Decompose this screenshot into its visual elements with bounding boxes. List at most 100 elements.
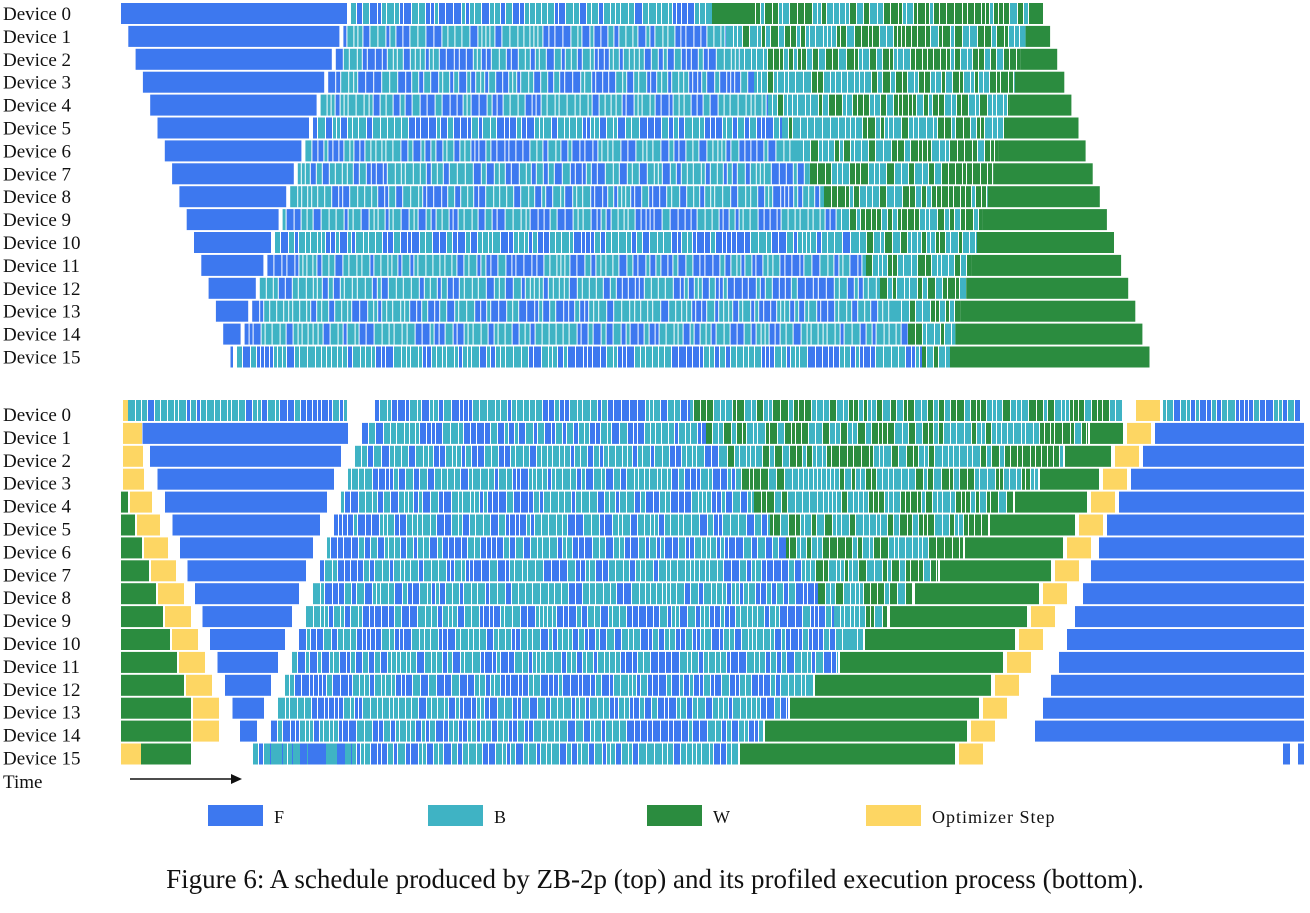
forward-backward-stripe xyxy=(519,300,527,322)
backward-weight-stripe xyxy=(883,71,890,93)
forward-backward-stripe xyxy=(460,697,463,719)
backward-weight-stripe xyxy=(968,48,972,70)
forward-stripe xyxy=(295,400,300,421)
backward-weight-stripe xyxy=(911,48,915,70)
forward-backward-stripe xyxy=(394,697,398,719)
forward-backward-stripe xyxy=(396,720,399,742)
backward-weight-stripe xyxy=(784,94,787,116)
forward-backward-stripe xyxy=(432,651,436,673)
backward-weight-stripe xyxy=(771,25,778,47)
forward-backward-stripe xyxy=(540,491,543,513)
forward-backward-stripe xyxy=(724,300,729,322)
backward-weight-stripe xyxy=(873,186,879,208)
forward-backward-stripe xyxy=(325,186,332,208)
forward-backward-stripe xyxy=(664,232,671,253)
forward-backward-stripe xyxy=(498,323,505,345)
backward-weight-stripe xyxy=(929,445,934,467)
forward-backward-stripe xyxy=(299,232,305,253)
optimizer-step-block xyxy=(172,629,198,650)
forward-backward-stripe xyxy=(385,537,388,559)
forward-backward-stripe xyxy=(557,514,562,536)
forward-backward-stripe xyxy=(266,277,273,299)
forward-backward-stripe xyxy=(818,323,823,345)
forward-backward-stripe xyxy=(375,560,382,582)
forward-backward-stripe xyxy=(333,117,336,139)
forward-backward-stripe xyxy=(353,346,360,368)
backward-weight-stripe xyxy=(1085,400,1091,421)
forward-backward-stripe xyxy=(555,25,563,47)
forward-backward-stripe xyxy=(616,277,622,299)
backward-weight-stripe xyxy=(758,71,761,93)
forward-backward-stripe xyxy=(693,445,696,467)
forward-backward-stripe xyxy=(700,117,704,139)
backward-weight-stripe xyxy=(764,48,767,70)
backward-weight-stripe xyxy=(854,445,861,467)
forward-backward-stripe xyxy=(646,25,650,47)
forward-backward-stripe xyxy=(601,323,606,345)
bottom-device-label: Device 14 xyxy=(3,726,81,747)
leading-weight-block xyxy=(121,651,177,673)
forward-backward-stripe xyxy=(552,422,555,444)
forward-backward-stripe xyxy=(463,491,470,513)
forward-backward-stripe xyxy=(335,300,342,322)
backward-weight-stripe xyxy=(981,117,984,139)
forward-backward-stripe xyxy=(518,48,525,70)
backward-weight-stripe xyxy=(926,254,931,276)
forward-backward-stripe xyxy=(403,186,411,208)
backward-weight-stripe xyxy=(1010,468,1016,490)
backward-weight-stripe xyxy=(789,71,795,93)
forward-backward-stripe xyxy=(407,346,410,368)
forward-backward-stripe xyxy=(510,514,515,536)
forward-backward-stripe xyxy=(585,254,591,276)
forward-backward-stripe xyxy=(470,514,475,536)
backward-weight-stripe xyxy=(973,140,977,162)
forward-backward-stripe xyxy=(447,300,455,322)
forward-backward-stripe xyxy=(682,3,687,24)
backward-weight-stripe xyxy=(798,94,805,116)
backward-weight-stripe xyxy=(840,468,844,490)
forward-backward-stripe xyxy=(710,94,718,116)
backward-weight-stripe xyxy=(950,140,957,162)
forward-backward-stripe xyxy=(406,743,410,765)
forward-backward-stripe xyxy=(723,209,729,231)
backward-weight-stripe xyxy=(885,583,889,605)
forward-backward-stripe xyxy=(305,140,312,162)
backward-weight-stripe xyxy=(932,254,937,276)
forward-backward-stripe xyxy=(453,232,457,253)
backward-weight-stripe xyxy=(909,94,912,116)
forward-backward-stripe xyxy=(601,422,607,444)
forward-backward-stripe xyxy=(600,629,606,650)
backward-weight-stripe xyxy=(866,209,871,231)
backward-weight-stripe xyxy=(829,560,836,582)
forward-backward-stripe xyxy=(734,277,742,299)
forward-backward-stripe xyxy=(479,94,487,116)
forward-backward-stripe xyxy=(617,583,623,605)
forward-backward-stripe xyxy=(368,445,373,467)
forward-backward-stripe xyxy=(688,3,694,24)
forward-backward-stripe xyxy=(259,277,266,299)
forward-backward-stripe xyxy=(548,606,552,628)
backward-weight-stripe xyxy=(896,71,902,93)
forward-backward-stripe xyxy=(775,323,780,345)
forward-backward-stripe xyxy=(439,48,446,70)
weight-tail-block xyxy=(815,674,991,696)
leading-weight-block xyxy=(121,491,128,513)
forward-backward-stripe xyxy=(283,346,286,368)
forward-backward-stripe xyxy=(601,232,605,253)
forward-backward-stripe xyxy=(522,346,528,368)
forward-backward-stripe xyxy=(459,720,462,742)
forward-backward-stripe xyxy=(574,422,578,444)
bottom-device-row xyxy=(121,537,1304,559)
forward-backward-stripe xyxy=(580,94,588,116)
backward-weight-stripe xyxy=(804,468,808,490)
forward-backward-stripe xyxy=(482,560,489,582)
forward-backward-stripe xyxy=(748,491,751,513)
forward-backward-stripe xyxy=(694,186,700,208)
forward-stripe xyxy=(1181,400,1186,421)
forward-backward-stripe xyxy=(398,743,405,765)
forward-backward-stripe xyxy=(621,3,628,24)
forward-backward-stripe xyxy=(577,468,581,490)
backward-weight-stripe xyxy=(962,94,968,116)
backward-weight-stripe xyxy=(785,468,792,490)
forward-backward-stripe xyxy=(312,140,318,162)
